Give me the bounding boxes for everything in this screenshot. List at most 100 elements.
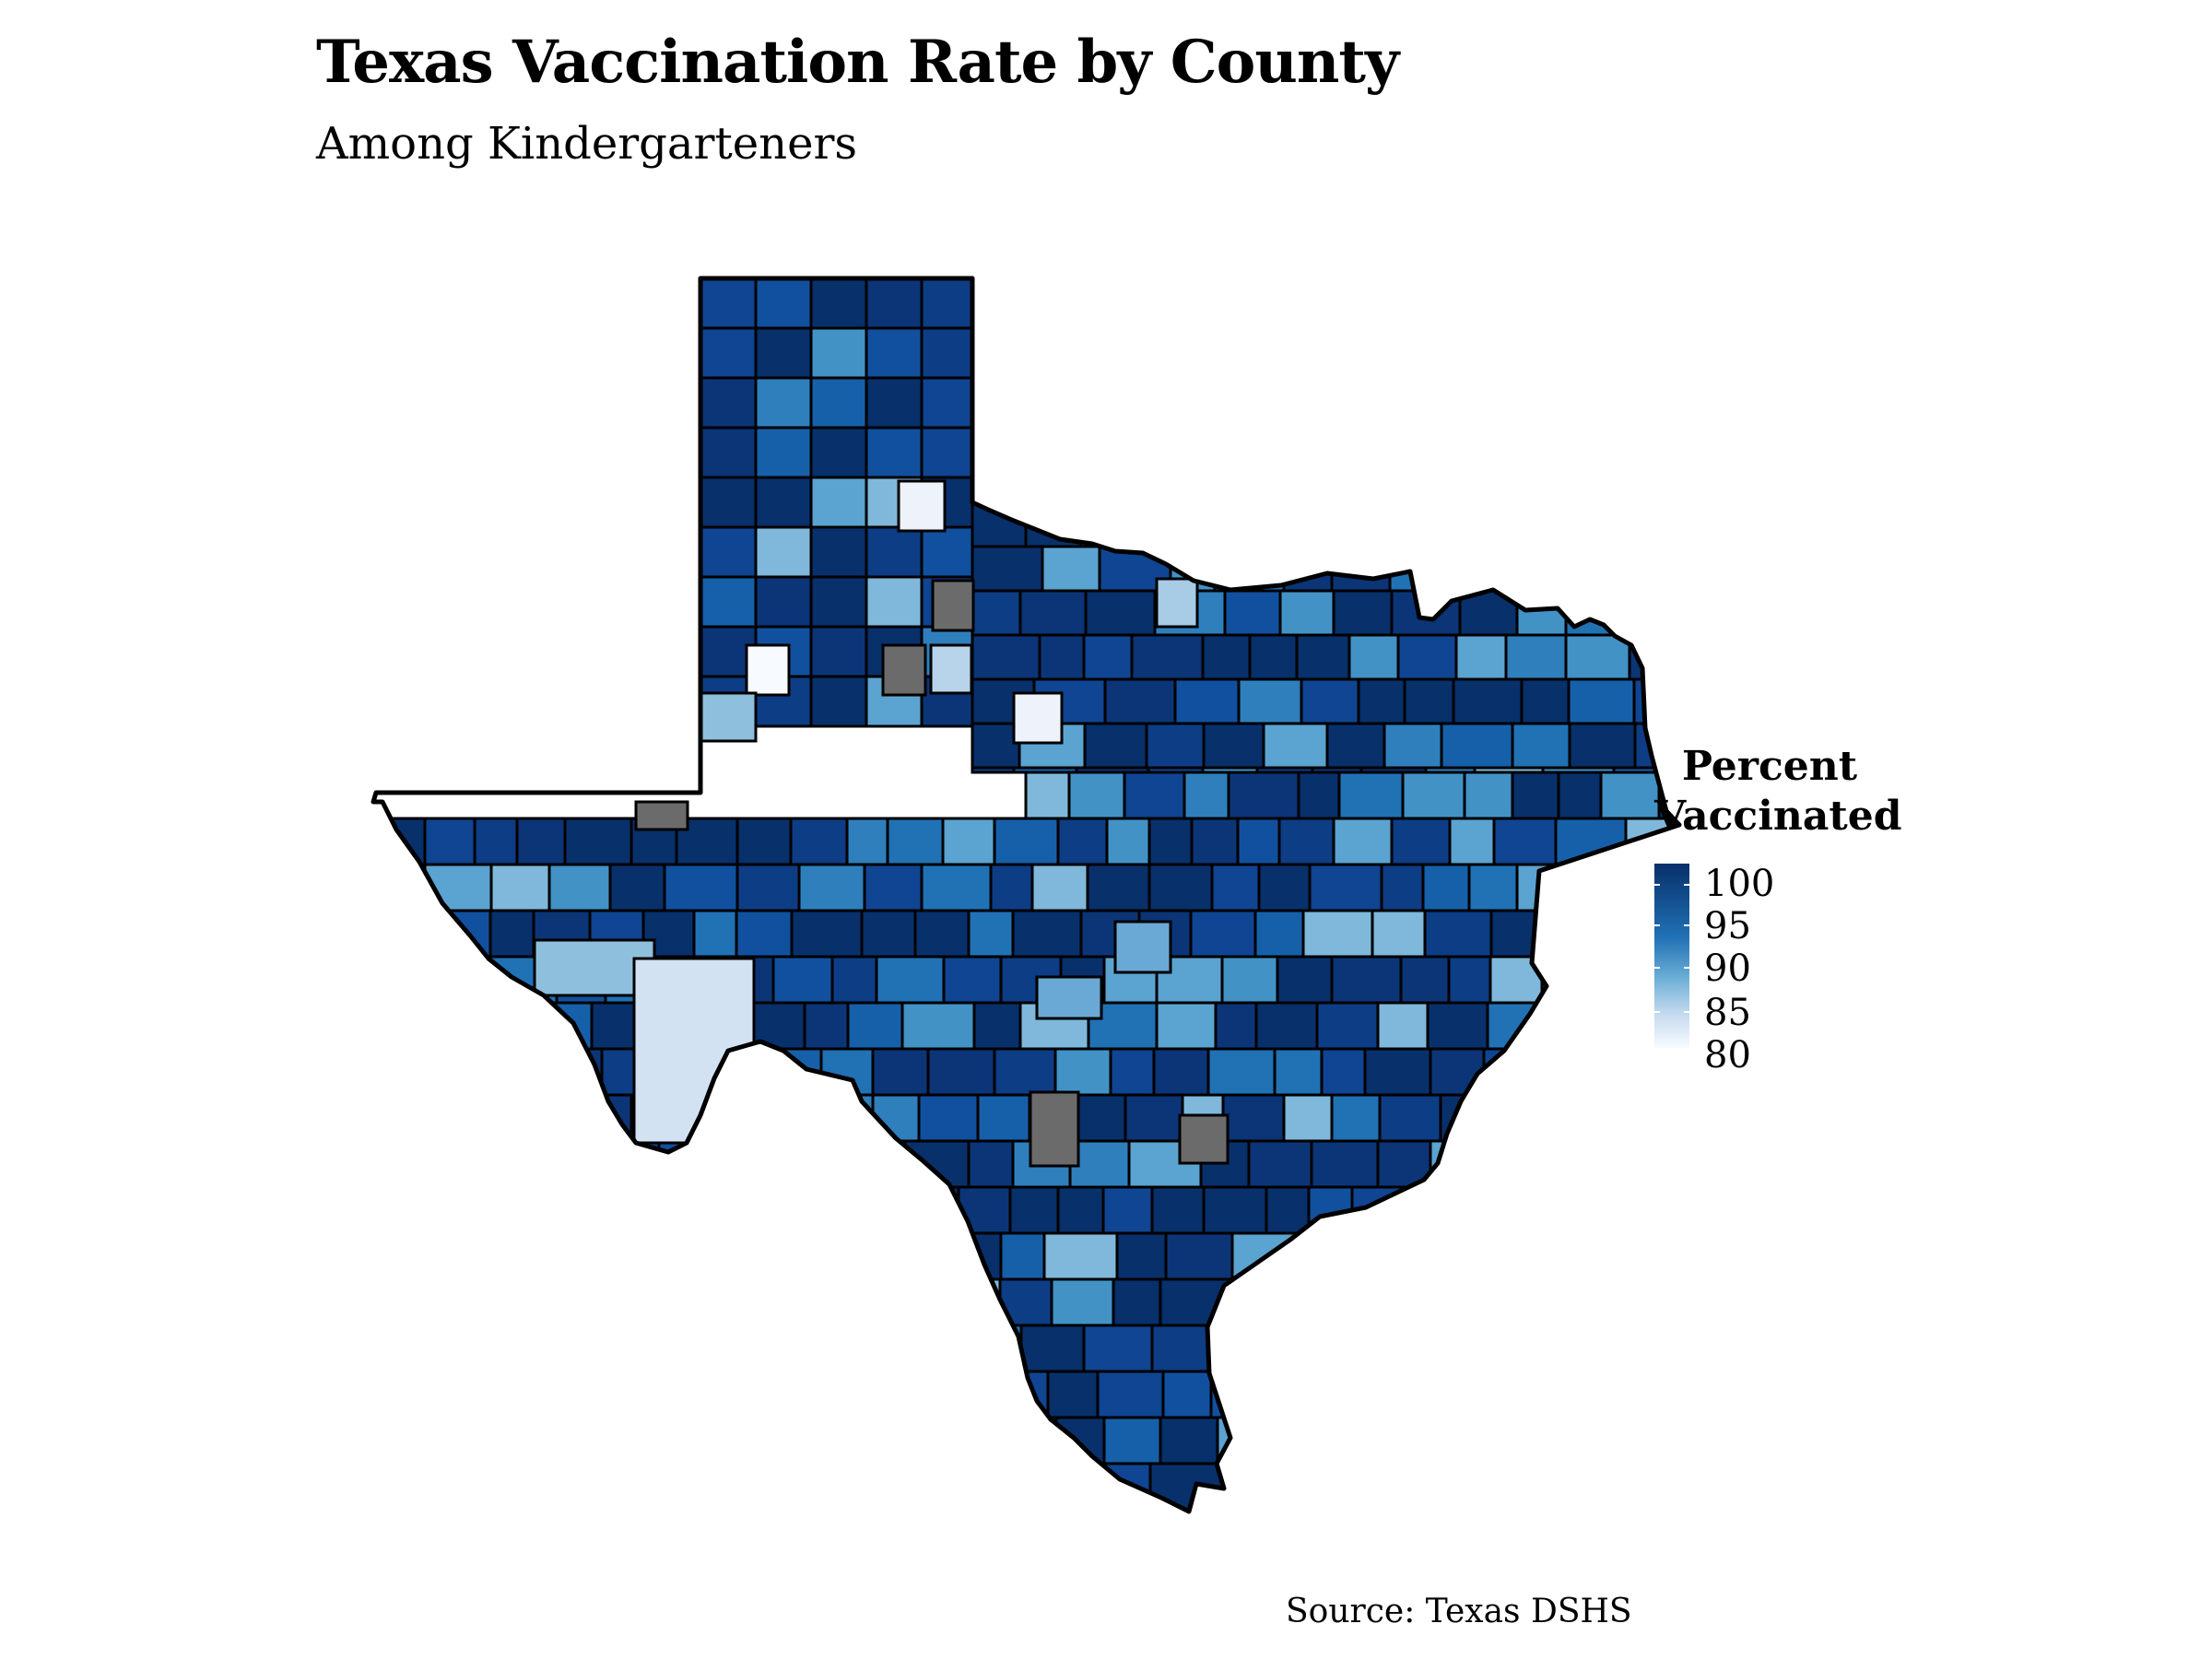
county-cell (1382, 722, 1443, 770)
county-cell (1109, 1047, 1156, 1097)
county-cell (967, 909, 1015, 959)
county-cell (1601, 1416, 1677, 1465)
county-cell (1463, 771, 1514, 820)
county-cell (1046, 1370, 1100, 1419)
county-cell (1633, 1370, 1679, 1419)
county-cell (1402, 1231, 1450, 1281)
county-cell (1677, 1093, 1679, 1143)
county-cell (1044, 1508, 1091, 1512)
county-cell (926, 1047, 996, 1097)
county-cell (471, 1001, 534, 1051)
county-cell (989, 863, 1034, 912)
county-cell (941, 817, 996, 866)
county-cell (1403, 677, 1455, 725)
county-cell (1101, 1185, 1154, 1235)
county-cell (1056, 1185, 1105, 1235)
county-cell (423, 817, 477, 866)
county-cell (1479, 1139, 1555, 1189)
county-cell (1453, 1508, 1500, 1512)
county-cell (701, 1370, 771, 1419)
county-cell (1520, 677, 1571, 725)
county-cell (1390, 817, 1452, 866)
source-note: Source: Texas DSHS (1286, 1593, 1632, 1630)
county-cell (1433, 1370, 1477, 1419)
county-cell (1512, 1185, 1569, 1235)
county-cell (1570, 1277, 1640, 1327)
county-cell (1019, 1324, 1086, 1373)
county-cell (373, 1139, 420, 1189)
county-cell (619, 1277, 681, 1327)
county-cell (1439, 1093, 1511, 1143)
county-cell (669, 1324, 732, 1373)
county-cell (1412, 1277, 1470, 1327)
county-cell (543, 1370, 588, 1419)
county-cell (1173, 677, 1241, 725)
county-cell (604, 1185, 676, 1235)
county-cell (699, 476, 758, 529)
county-cell (468, 1047, 514, 1097)
county-cell (1292, 1231, 1339, 1281)
county-cell (1376, 1001, 1430, 1051)
county-cell (1602, 1139, 1673, 1189)
county-cell (809, 575, 868, 629)
county-cell (1452, 677, 1524, 725)
county-cell (1038, 633, 1086, 681)
county-cell (1199, 1508, 1254, 1512)
county-cell (693, 1508, 746, 1512)
county-cell (1492, 817, 1558, 866)
county-cell (957, 1185, 1012, 1235)
county-cell (499, 1508, 575, 1512)
county-cell (1401, 771, 1466, 820)
county-cell (1050, 1277, 1115, 1327)
county-cell (518, 1231, 568, 1281)
county-cell (754, 278, 813, 330)
county-cell (865, 575, 924, 629)
county-cell (1401, 1185, 1447, 1235)
county-cell (862, 1231, 930, 1281)
county-cell (776, 1416, 828, 1465)
county-cell (900, 1001, 976, 1051)
county-cell (679, 1231, 742, 1281)
county-cell (743, 1277, 796, 1327)
county-cell (1646, 545, 1679, 593)
county-cell (860, 909, 917, 959)
county-cell (676, 1416, 736, 1465)
county-cell (971, 722, 1021, 770)
county-cell (1378, 1093, 1442, 1143)
county-cell (457, 1231, 522, 1281)
county-cell (1474, 1416, 1540, 1465)
county-cell (1159, 1416, 1219, 1465)
county-cell (699, 326, 758, 380)
county-cell (762, 1139, 838, 1189)
county-cell (1466, 1277, 1516, 1327)
county-cell (425, 1047, 472, 1097)
county-cell (1568, 722, 1637, 770)
county-cell (1454, 633, 1508, 681)
county-cell (1276, 1324, 1347, 1373)
legend-title: Percent Vaccinated (1654, 742, 1902, 841)
county-cell (479, 1462, 535, 1512)
county-cell (1223, 589, 1282, 637)
county-cell (865, 278, 924, 330)
county-cell (1134, 1508, 1203, 1512)
county-cell (1227, 771, 1300, 820)
county-cell (1504, 633, 1568, 681)
county-cell (1511, 771, 1560, 820)
county-cell (803, 1001, 850, 1051)
county-cell (1282, 1093, 1334, 1143)
county-cell (887, 1508, 959, 1512)
county-cell (1231, 1277, 1302, 1327)
county-fills (373, 278, 1679, 1512)
county-cell (511, 1047, 559, 1097)
county-cell (749, 1462, 805, 1512)
county-cell (1379, 1462, 1448, 1512)
county-cell (478, 1370, 547, 1419)
county-cell (373, 1093, 425, 1143)
county-cell (1221, 1462, 1280, 1512)
county-cell (728, 1324, 801, 1373)
county-cell (735, 863, 801, 912)
county-cell (849, 1185, 908, 1235)
county-cell (1221, 1093, 1286, 1143)
county-cell (1067, 771, 1126, 820)
county-cell (373, 1508, 440, 1512)
